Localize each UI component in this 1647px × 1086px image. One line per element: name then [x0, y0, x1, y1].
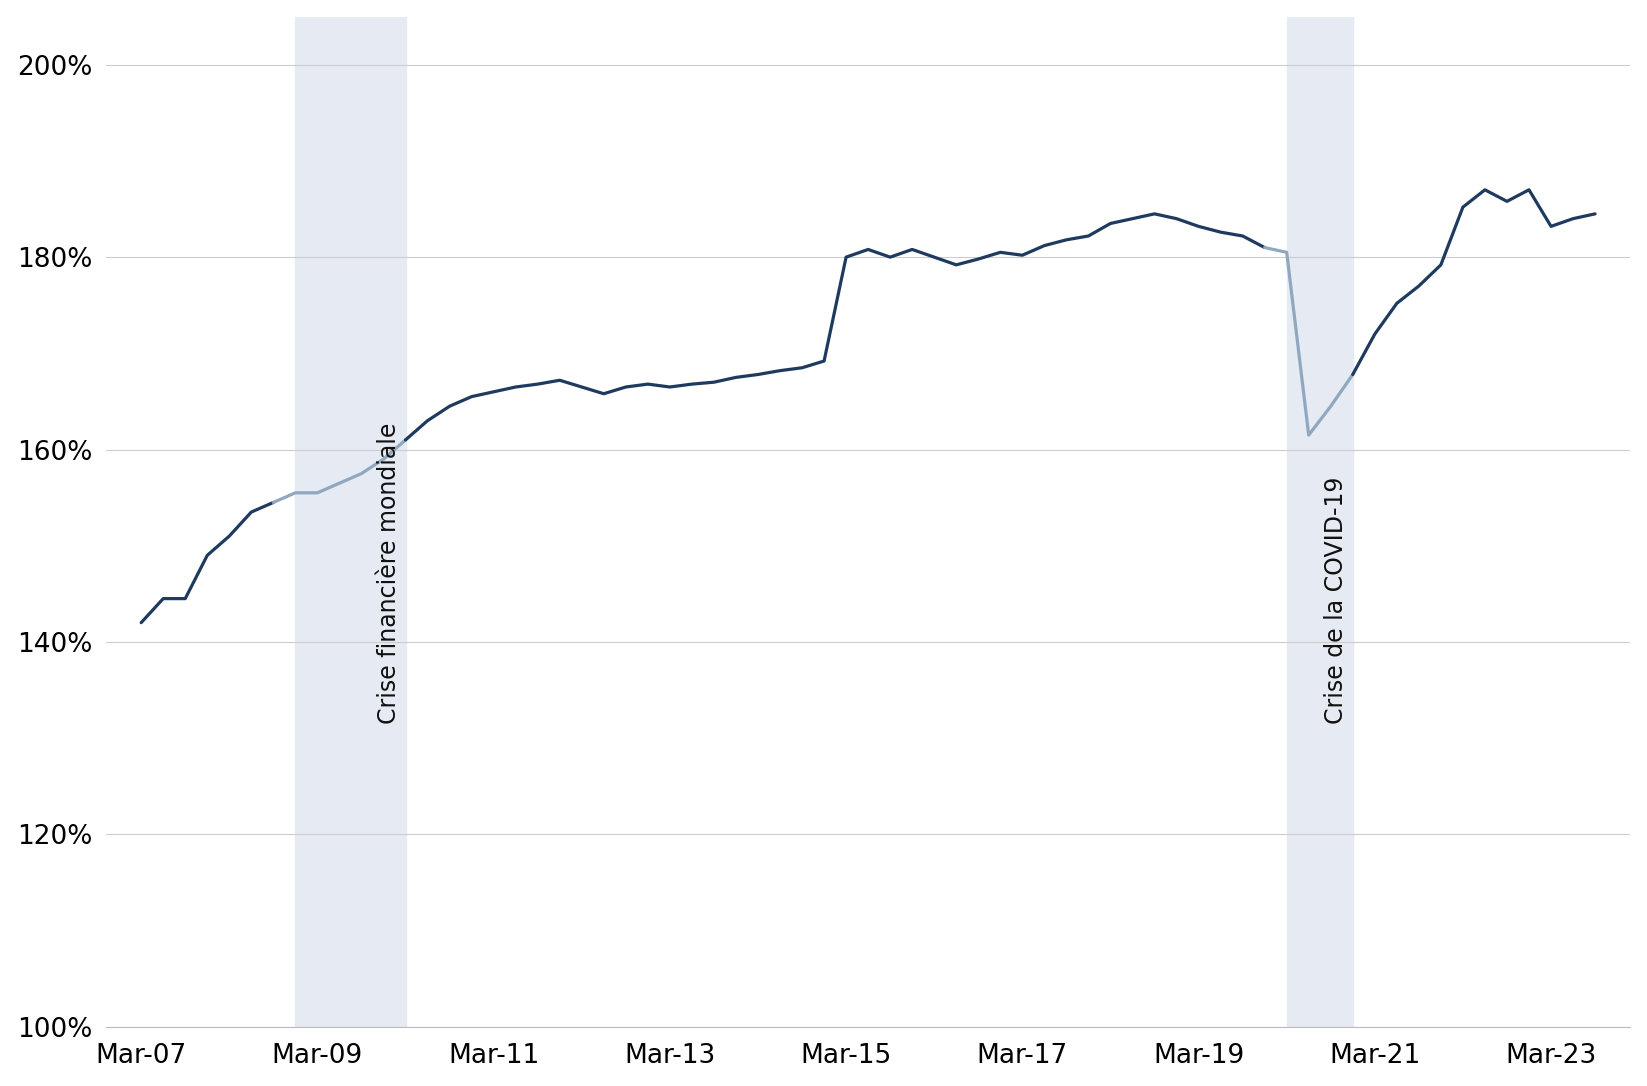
Text: Crise financière mondiale: Crise financière mondiale	[377, 422, 402, 723]
Bar	[1286, 16, 1352, 1026]
Bar	[295, 16, 405, 1026]
Text: Crise de la COVID-19: Crise de la COVID-19	[1324, 477, 1349, 723]
